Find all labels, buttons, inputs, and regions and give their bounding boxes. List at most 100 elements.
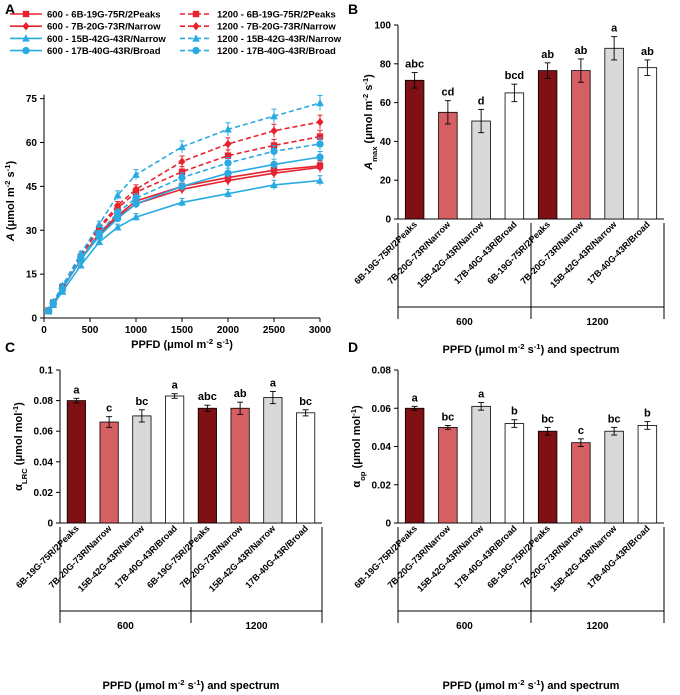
data-point bbox=[270, 169, 278, 178]
bar bbox=[263, 397, 283, 524]
group-label: 600 bbox=[456, 621, 473, 632]
data-point bbox=[316, 117, 324, 127]
significance-letter: d bbox=[478, 95, 485, 107]
panel-d-chart: 00.020.040.060.08a6B-19G-75R/2Peaksbc7B-… bbox=[349, 366, 665, 693]
x-axis-title: PPFD (μmol m-2 s-1) and spectrum bbox=[443, 342, 620, 357]
data-point bbox=[113, 209, 122, 217]
y-tick-label: 0.06 bbox=[34, 427, 54, 438]
significance-letter: abc bbox=[198, 391, 217, 403]
category-label: 6B-19G-75R/2Peaks bbox=[352, 219, 419, 286]
significance-letter: ab bbox=[574, 45, 587, 57]
data-point bbox=[77, 254, 85, 262]
bar bbox=[637, 425, 658, 524]
data-point bbox=[95, 229, 103, 237]
bar bbox=[438, 111, 458, 220]
x-tick-label: 1000 bbox=[125, 325, 148, 336]
panel-letter-b: B bbox=[348, 1, 358, 17]
category-label: 6B-19G-75R/2Peaks bbox=[14, 523, 81, 590]
data-point bbox=[192, 46, 200, 55]
bar bbox=[604, 430, 624, 524]
data-point bbox=[113, 190, 122, 199]
significance-letter: a bbox=[412, 392, 419, 404]
data-point bbox=[132, 185, 140, 194]
series-line bbox=[45, 129, 324, 314]
data-point bbox=[22, 46, 30, 55]
y-tick-label: 75 bbox=[26, 94, 38, 105]
category-label: 7B-20G-73R/Narrow bbox=[178, 523, 246, 591]
significance-letter: c bbox=[106, 403, 112, 415]
data-point bbox=[192, 34, 200, 42]
significance-letter: ab bbox=[641, 46, 654, 58]
category-label: 7B-20G-73R/Narrow bbox=[518, 219, 586, 287]
data-point bbox=[224, 176, 232, 185]
category-label: 17B-40G-43R/Broad bbox=[452, 219, 519, 286]
significance-letter: ab bbox=[541, 49, 554, 61]
data-point bbox=[22, 10, 30, 18]
category-label: 7B-20G-73R/Narrow bbox=[518, 523, 586, 591]
bar bbox=[471, 405, 491, 524]
category-label: 17B-40G-43R/Broad bbox=[452, 523, 519, 590]
data-point bbox=[95, 220, 104, 228]
group-label: 600 bbox=[456, 317, 473, 328]
y-tick-label: 40 bbox=[380, 137, 392, 148]
bar bbox=[471, 120, 491, 220]
group-label: 1200 bbox=[586, 317, 609, 328]
bar bbox=[296, 412, 316, 524]
x-tick-label: 0 bbox=[41, 325, 47, 336]
data-point bbox=[58, 285, 67, 293]
data-point bbox=[132, 170, 140, 178]
y-tick-label: 0 bbox=[47, 519, 53, 530]
data-point bbox=[178, 198, 186, 206]
category-label: 6B-19G-75R/2Peaks bbox=[485, 219, 552, 286]
significance-letter: a bbox=[611, 23, 618, 35]
data-point bbox=[114, 201, 122, 210]
category-label: 6B-19G-75R/2Peaks bbox=[352, 523, 419, 590]
category-label: 6B-19G-75R/2Peaks bbox=[485, 523, 552, 590]
x-tick-label: 2500 bbox=[263, 325, 286, 336]
category-label: 17B-40G-43R/Broad bbox=[585, 219, 652, 286]
bar bbox=[66, 400, 86, 524]
legend-label: 1200 - 17B-40G-43R/Broad bbox=[217, 46, 336, 57]
data-point bbox=[95, 237, 104, 246]
y-tick-label: 20 bbox=[380, 176, 392, 187]
data-point bbox=[224, 125, 232, 133]
panel-letter-d: D bbox=[348, 339, 358, 355]
significance-letter: bc bbox=[541, 413, 554, 425]
significance-letter: b bbox=[511, 406, 518, 418]
y-axis-title: A (μmol m-2 s-1) bbox=[3, 161, 18, 243]
legend-label: 600 - 6B-19G-75R/2Peaks bbox=[47, 10, 161, 21]
significance-letter: bc bbox=[608, 413, 621, 425]
bar bbox=[637, 67, 658, 220]
category-label: 7B-20G-73R/Narrow bbox=[47, 523, 115, 591]
group-label: 600 bbox=[117, 621, 134, 632]
y-tick-label: 15 bbox=[26, 270, 38, 281]
x-tick-label: 3000 bbox=[309, 325, 332, 336]
y-tick-label: 80 bbox=[380, 59, 392, 70]
category-label: 7B-20G-73R/Narrow bbox=[385, 219, 453, 287]
y-tick-label: 0 bbox=[385, 519, 391, 530]
panel-b-chart: 0 20 40 60 80 100 abc 6B-19G-75R/2Peaks cd 7B-20G… bbox=[352, 21, 665, 357]
y-axis-title: Amax (μmol m-2 s-1) bbox=[361, 74, 379, 171]
legend-label: 600 - 15B-42G-43R/Narrow bbox=[47, 34, 166, 45]
significance-letter: a bbox=[172, 380, 179, 392]
data-point bbox=[224, 189, 232, 197]
significance-letter: bc bbox=[441, 411, 454, 423]
category-label: 6B-19G-75R/2Peaks bbox=[145, 523, 212, 590]
y-tick-label: 0.04 bbox=[372, 442, 392, 453]
data-point bbox=[316, 153, 324, 161]
bar bbox=[230, 407, 250, 524]
data-point bbox=[270, 147, 278, 155]
data-point bbox=[76, 261, 85, 269]
significance-letter: bcd bbox=[505, 70, 525, 82]
data-point bbox=[178, 182, 186, 191]
data-point bbox=[44, 307, 53, 315]
y-tick-label: 100 bbox=[374, 21, 391, 32]
data-point bbox=[178, 157, 186, 166]
x-axis-title: PPFD (μmol m-2 s-1) and spectrum bbox=[443, 678, 620, 693]
data-point bbox=[192, 22, 200, 31]
panel-letter-c: C bbox=[5, 339, 15, 355]
significance-letter: a bbox=[73, 384, 80, 396]
bar bbox=[604, 47, 624, 220]
